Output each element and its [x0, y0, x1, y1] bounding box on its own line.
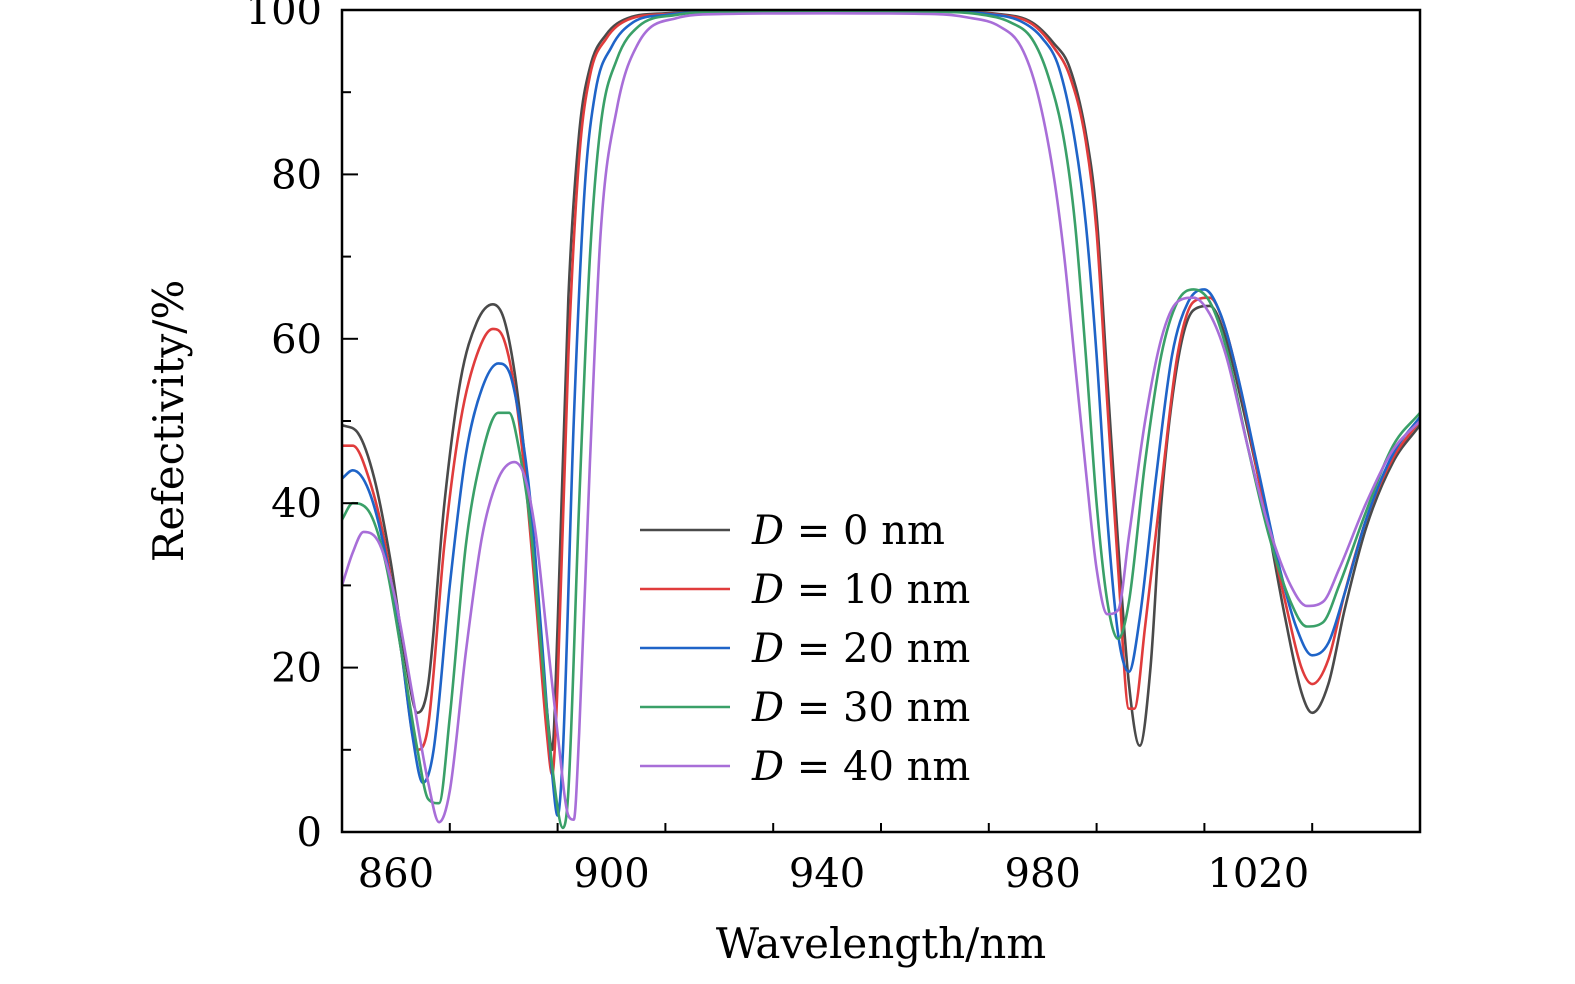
legend-label: D = 10 nm	[751, 567, 970, 613]
y-tick-label: 0	[297, 810, 322, 856]
series-line-4	[342, 11, 1420, 824]
legend-item-4: D = 40 nm	[640, 744, 970, 790]
legend-item-1: D = 10 nm	[640, 567, 970, 613]
x-axis-title: Wavelength/nm	[716, 919, 1046, 968]
x-tick-label: 860	[358, 851, 434, 897]
legend-item-2: D = 20 nm	[640, 626, 970, 672]
y-tick-label: 60	[271, 317, 322, 363]
x-tick-label: 980	[1005, 851, 1081, 897]
y-axis-title: Refectivity/%	[144, 280, 193, 563]
legend-label: D = 20 nm	[751, 626, 970, 672]
y-tick-label: 20	[271, 646, 322, 692]
y-ticks-group: 0 20 40 60 80 100	[246, 0, 358, 856]
legend-label: D = 30 nm	[751, 685, 970, 731]
legend: D = 0 nm D = 10 nm D = 20 nm D = 30 nm D = 4…	[640, 508, 970, 790]
x-tick-label: 940	[789, 851, 865, 897]
y-tick-label: 100	[246, 0, 322, 34]
legend-item-3: D = 30 nm	[640, 685, 970, 731]
legend-label: D = 40 nm	[751, 744, 970, 790]
plot-series-group	[342, 10, 1420, 830]
x-tick-label: 900	[573, 851, 649, 897]
x-tick-label: 1020	[1207, 851, 1309, 897]
x-ticks-group: 860 900 940 980 1020	[358, 823, 1314, 897]
series-line-3	[342, 10, 1420, 830]
legend-label: D = 0 nm	[751, 508, 945, 554]
legend-item-0: D = 0 nm	[640, 508, 945, 554]
y-tick-label: 80	[271, 152, 322, 198]
y-tick-label: 40	[271, 481, 322, 527]
